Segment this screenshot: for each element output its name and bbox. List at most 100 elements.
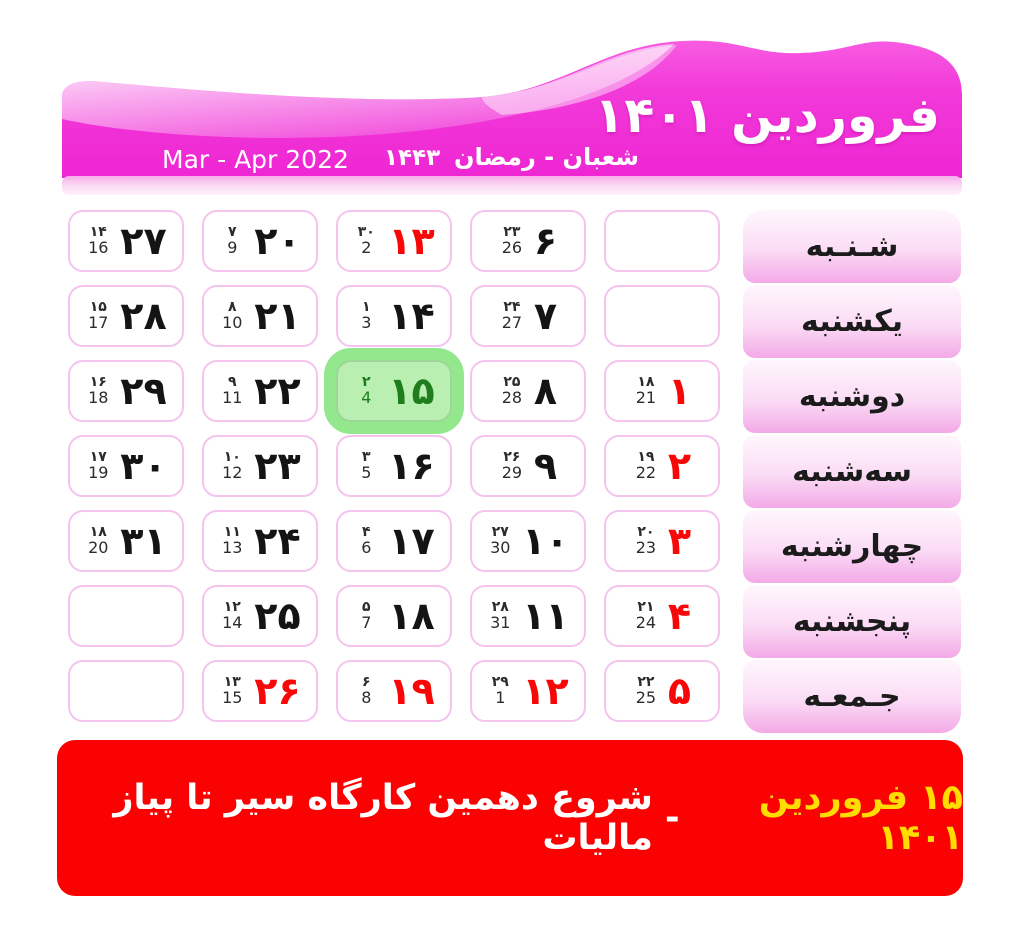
day-cell[interactable]: ۱۸ 20 ۳۱ (68, 510, 184, 572)
day-cell[interactable]: ۱۱ 13 ۲۴ (202, 510, 318, 572)
day-cell[interactable]: ۱۴ 16 ۲۷ (68, 210, 184, 272)
day-cell[interactable]: ۳۰ 2 ۱۳ (336, 210, 452, 272)
day-cell[interactable]: ۹ 11 ۲۲ (202, 360, 318, 422)
day-cell[interactable]: ۲۷ 30 ۱۰ (470, 510, 586, 572)
day-cell[interactable]: ۸ 10 ۲۱ (202, 285, 318, 347)
day-cell[interactable]: ۶ 8 ۱۹ (336, 660, 452, 722)
secondary-dates: ۹ 11 (219, 375, 245, 406)
jalali-date: ۲۸ (120, 294, 167, 338)
hijri-date: ۸ (228, 299, 237, 316)
jalali-date: ۱۸ (388, 594, 435, 638)
day-cell[interactable]: ۲۸ 31 ۱۱ (470, 585, 586, 647)
empty-cell (604, 210, 720, 272)
day-cell[interactable]: ۱۸ 21 ۱ (604, 360, 720, 422)
day-cell[interactable]: ۲۴ 27 ۷ (470, 285, 586, 347)
weekday-label: دوشنبه (798, 379, 906, 414)
day-cell[interactable]: ۲ 4 ۱۵ (336, 360, 452, 422)
secondary-dates: ۱۲ 14 (219, 600, 245, 631)
day-cell[interactable]: ۲۱ 24 ۴ (604, 585, 720, 647)
gregorian-date: 5 (361, 462, 372, 482)
empty-cell (68, 585, 184, 647)
hijri-date: ۲۱ (637, 599, 655, 616)
gregorian-date: 25 (635, 687, 657, 707)
gregorian-date: 17 (88, 312, 109, 332)
jalali-date: ۲ (667, 444, 692, 488)
jalali-date: ۲۷ (120, 219, 167, 263)
day-cell[interactable]: ۱۲ 14 ۲۵ (202, 585, 318, 647)
day-cell[interactable]: ۲۳ 26 ۶ (470, 210, 586, 272)
day-cell[interactable]: ۵ 7 ۱۸ (336, 585, 452, 647)
jalali-date: ۱۵ (388, 369, 435, 413)
jalali-date: ۷ (533, 294, 558, 338)
jalali-date: ۱۳ (388, 219, 435, 263)
day-cell[interactable]: ۲۰ 23 ۳ (604, 510, 720, 572)
jalali-date: ۱ (667, 369, 692, 413)
gregorian-date: 3 (361, 312, 372, 332)
day-cell[interactable]: ۱۳ 15 ۲۶ (202, 660, 318, 722)
secondary-dates: ۲۰ 23 (633, 525, 659, 556)
gregorian-date: 26 (501, 237, 523, 257)
hijri-date: ۲۸ (491, 599, 509, 616)
month-title: فروردین ۱۴۰۱ (594, 87, 940, 144)
hijri-date: ۶ (362, 674, 371, 691)
day-cell[interactable]: ۱۹ 22 ۲ (604, 435, 720, 497)
hijri-date: ۱۷ (89, 449, 107, 466)
jalali-date: ۹ (533, 444, 558, 488)
gregorian-date: 24 (635, 612, 657, 632)
day-cell[interactable]: ۱۵ 17 ۲۸ (68, 285, 184, 347)
jalali-date: ۴ (667, 594, 692, 638)
day-cell[interactable]: ۱ 3 ۱۴ (336, 285, 452, 347)
gregorian-date: 30 (490, 537, 511, 557)
weekday-label: شـنـبه (805, 229, 899, 264)
hijri-date: ۷ (228, 224, 237, 241)
gregorian-date: 13 (222, 537, 243, 557)
hijri-date: ۴ (362, 524, 371, 541)
gregorian-date: 6 (361, 537, 372, 557)
day-cell[interactable]: ۱۶ 18 ۲۹ (68, 360, 184, 422)
secondary-dates: ۱۱ 13 (219, 525, 245, 556)
day-cell[interactable]: ۱۷ 19 ۳۰ (68, 435, 184, 497)
gregorian-date: 11 (222, 387, 243, 407)
weekday-label: یکشنبه (801, 304, 903, 339)
day-cell[interactable]: ۱۰ 12 ۲۳ (202, 435, 318, 497)
gregorian-date: 10 (222, 312, 243, 332)
hijri-date: ۲۷ (491, 524, 509, 541)
hijri-date: ۲ (362, 374, 371, 391)
day-cell[interactable]: ۲۹ 1 ۱۲ (470, 660, 586, 722)
gregorian-date: 9 (227, 237, 238, 257)
day-cell[interactable]: ۴ 6 ۱۷ (336, 510, 452, 572)
hijri-date: ۲۰ (637, 524, 655, 541)
secondary-dates: ۸ 10 (219, 300, 245, 331)
secondary-dates: ۱۵ 17 (85, 300, 111, 331)
hijri-date: ۱۰ (223, 449, 241, 466)
hijri-date: ۱۳ (223, 674, 241, 691)
jalali-date: ۲۹ (120, 369, 167, 413)
hijri-date: ۱۹ (637, 449, 655, 466)
day-cell[interactable]: ۳ 5 ۱۶ (336, 435, 452, 497)
day-cell[interactable]: ۲۵ 28 ۸ (470, 360, 586, 422)
day-cell[interactable]: ۷ 9 ۲۰ (202, 210, 318, 272)
day-cell[interactable]: ۲۶ 29 ۹ (470, 435, 586, 497)
secondary-dates: ۲۳ 26 (499, 225, 525, 256)
secondary-dates: ۲۸ 31 (487, 600, 513, 631)
hijri-months-label: شعبان - رمضان (454, 143, 639, 171)
weekday-row: دوشنبه (743, 360, 961, 433)
gregorian-date: 16 (88, 237, 109, 257)
jalali-date: ۱۲ (522, 669, 569, 713)
jalali-date: ۲۲ (254, 369, 301, 413)
jalali-date: ۱۰ (522, 519, 569, 563)
jalali-date: ۲۴ (254, 519, 301, 563)
hijri-date: ۲۴ (503, 299, 521, 316)
secondary-dates: ۲۴ 27 (499, 300, 525, 331)
gregorian-date: 22 (635, 462, 657, 482)
hijri-date: ۵ (362, 599, 371, 616)
weekday-row: یکشنبه (743, 285, 961, 358)
day-cell[interactable]: ۲۲ 25 ۵ (604, 660, 720, 722)
hijri-date: ۲۳ (503, 224, 521, 241)
weekday-panel: شـنـبه یکشنبه دوشنبه سه‌شنبه چهارشنبه پنجشنبه… (743, 210, 961, 735)
